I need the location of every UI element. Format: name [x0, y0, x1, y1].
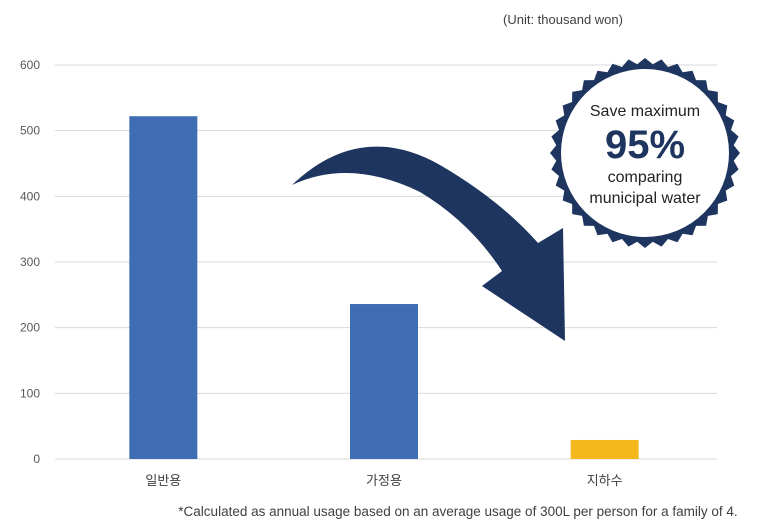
y-tick-label: 300	[20, 255, 40, 269]
down-arrow-icon	[292, 146, 565, 341]
y-tick-label: 100	[20, 386, 40, 400]
badge-line1: Save maximum	[590, 103, 700, 120]
unit-note: (Unit: thousand won)	[503, 12, 623, 27]
y-tick-label: 200	[20, 321, 40, 335]
y-tick-label: 600	[20, 58, 40, 72]
bar-3	[570, 439, 639, 459]
badge-line2: comparing	[608, 169, 683, 186]
badge-line3: municipal water	[589, 190, 701, 207]
y-tick-label: 400	[20, 189, 40, 203]
y-tick-label: 500	[20, 124, 40, 138]
x-tick-label: 가정용	[366, 473, 402, 488]
badge-value: 95%	[605, 123, 685, 167]
footnote: *Calculated as annual usage based on an …	[178, 504, 737, 519]
bar-2	[350, 304, 418, 459]
y-tick-label: 0	[33, 452, 40, 466]
savings-badge: Save maximum 95% comparing municipal wat…	[550, 58, 740, 248]
bar-1	[129, 116, 198, 459]
x-tick-label: 지하수	[587, 473, 623, 488]
x-tick-label: 일반용	[145, 473, 181, 488]
